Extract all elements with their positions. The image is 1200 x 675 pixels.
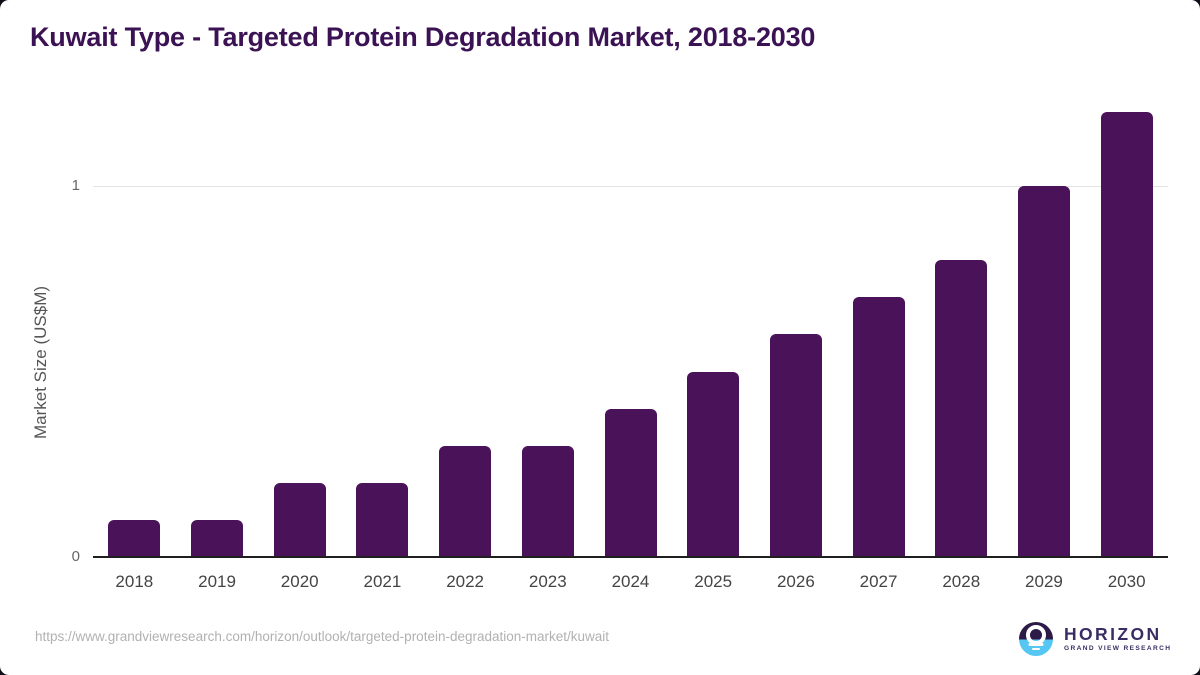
- logo-subtitle: GRAND VIEW RESEARCH: [1064, 645, 1172, 652]
- horizon-sun-icon: [1019, 622, 1053, 656]
- x-tick-label-2027: 2027: [859, 572, 898, 591]
- sun-ring-shape: [1026, 625, 1046, 645]
- bar-2021: [356, 482, 409, 557]
- x-tick-label-2021: 2021: [363, 572, 402, 591]
- bar-2027: [852, 297, 905, 557]
- x-tick-label-2030: 2030: [1107, 572, 1146, 591]
- x-tick-label-2024: 2024: [611, 572, 650, 591]
- logo-text-block: HORIZON GRAND VIEW RESEARCH: [1064, 625, 1171, 653]
- bar-2019: [191, 519, 244, 557]
- bar-2029: [1017, 186, 1070, 557]
- bar-2024: [604, 408, 657, 557]
- source-url[interactable]: https://www.grandviewresearch.com/horizo…: [35, 629, 610, 644]
- reflection-line: [1032, 648, 1040, 650]
- x-tick-label-2022: 2022: [446, 572, 485, 591]
- x-tick-label-2026: 2026: [776, 572, 815, 591]
- y-tick-label-1: 1: [71, 177, 80, 194]
- x-tick-label-2029: 2029: [1025, 572, 1063, 591]
- x-tick-label-2019: 2019: [198, 572, 236, 591]
- x-tick-label-2023: 2023: [528, 572, 567, 591]
- bar-2028: [935, 260, 988, 557]
- bar-2018: [108, 519, 161, 557]
- chart-title: Kuwait Type - Targeted Protein Degradati…: [30, 22, 816, 52]
- y-tick-label-0: 0: [71, 548, 80, 565]
- x-tick-label-2020: 2020: [280, 572, 319, 591]
- horizon-logo: HORIZON GRAND VIEW RESEARCH: [1019, 622, 1171, 656]
- bar-2030: [1100, 111, 1153, 557]
- bar-2022: [439, 445, 492, 557]
- bar-2026: [769, 334, 822, 557]
- bar-2023: [521, 445, 574, 557]
- gridline-1: [93, 185, 1168, 187]
- logo-name: HORIZON: [1064, 624, 1162, 644]
- x-tick-label-2025: 2025: [694, 572, 733, 591]
- reflection-line: [1028, 643, 1044, 646]
- x-axis-line: [93, 556, 1168, 558]
- bar-2025: [687, 371, 740, 557]
- x-tick-label-2028: 2028: [942, 572, 981, 591]
- x-tick-label-2018: 2018: [115, 572, 154, 591]
- bar-2020: [273, 482, 326, 557]
